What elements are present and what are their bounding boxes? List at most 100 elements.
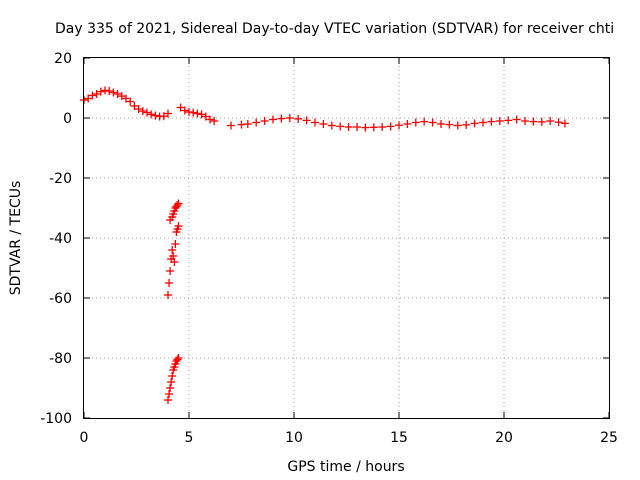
data-point	[529, 117, 538, 126]
data-point	[164, 291, 172, 299]
data-point	[151, 111, 160, 120]
data-point	[252, 118, 261, 127]
data-point	[122, 94, 130, 103]
y-axis-label: SDTVAR / TECUs	[8, 181, 24, 296]
data-point	[269, 115, 277, 124]
data-point	[159, 112, 168, 121]
data-point	[167, 378, 176, 386]
data-point	[453, 121, 462, 130]
data-point	[138, 107, 147, 116]
x-tick-label: 20	[495, 430, 513, 446]
data-point	[174, 222, 183, 230]
data-point	[294, 114, 303, 123]
data-point	[84, 94, 93, 103]
x-axis-label: GPS time / hours	[287, 459, 404, 475]
chart-title: Day 335 of 2021, Sidereal Day-to-day VTE…	[55, 21, 614, 37]
y-tick-label: -100	[40, 411, 72, 427]
data-point	[173, 201, 182, 209]
data-point	[302, 116, 311, 125]
y-tick-label: -80	[49, 351, 72, 367]
data-point	[403, 120, 412, 128]
data-point	[168, 372, 177, 380]
y-tick-label: -20	[49, 171, 72, 187]
data-point	[92, 90, 101, 98]
data-point	[193, 109, 202, 118]
data-point	[165, 390, 174, 398]
data-point	[512, 115, 521, 124]
data-point	[109, 88, 118, 97]
data-point	[166, 384, 175, 392]
data-point	[170, 258, 179, 266]
data-point	[504, 116, 513, 125]
data-point	[470, 119, 479, 128]
data-point	[395, 121, 403, 130]
x-tick-label: 25	[600, 430, 618, 446]
data-point	[88, 91, 97, 100]
data-point	[521, 117, 529, 125]
data-point	[537, 117, 546, 126]
data-point	[386, 122, 395, 131]
y-tick-label: 20	[54, 51, 72, 67]
data-point	[117, 92, 126, 101]
data-point	[353, 123, 361, 131]
data-point	[134, 105, 143, 113]
axis-ticks: 0 5 10 15 20 25 -100 -80 -60 -40 -20 0 20	[40, 51, 618, 446]
data-point	[428, 118, 437, 127]
y-tick-label: -60	[49, 291, 72, 307]
grid-lines	[84, 58, 609, 418]
data-point	[462, 120, 471, 129]
data-point	[487, 117, 496, 126]
data-point	[96, 87, 105, 96]
data-point	[546, 117, 555, 125]
data-point	[201, 112, 210, 121]
data-point	[285, 114, 294, 122]
x-tick-label: 10	[285, 430, 303, 446]
data-point	[243, 120, 252, 128]
data-point	[206, 115, 214, 124]
data-point	[311, 118, 319, 127]
data-point	[147, 110, 156, 119]
data-point	[165, 279, 174, 287]
x-tick-label: 0	[80, 430, 89, 446]
data-point	[174, 199, 183, 208]
plot-frame	[83, 57, 610, 419]
data-point	[164, 396, 172, 404]
data-point	[169, 252, 178, 260]
y-tick-label: -40	[49, 231, 72, 247]
data-point	[319, 120, 328, 128]
data-point	[479, 118, 487, 127]
data-point	[437, 120, 445, 128]
data-point	[344, 123, 353, 131]
data-point	[189, 108, 198, 117]
data-point	[411, 118, 420, 127]
data-point	[176, 103, 185, 112]
data-point	[130, 102, 139, 110]
data-point	[445, 120, 454, 129]
data-point	[197, 110, 206, 119]
data-points	[80, 86, 569, 404]
data-point	[113, 90, 122, 98]
data-point	[369, 123, 378, 132]
data-point	[560, 119, 569, 128]
data-point	[260, 117, 269, 125]
data-point	[143, 108, 151, 117]
data-point	[227, 121, 235, 130]
data-point	[277, 114, 286, 123]
data-point	[336, 122, 345, 131]
data-point	[126, 97, 135, 106]
data-point	[174, 354, 183, 362]
data-point	[327, 121, 336, 130]
data-point	[168, 246, 177, 254]
data-point	[166, 267, 175, 275]
data-point	[105, 87, 114, 95]
data-point	[378, 123, 387, 131]
data-point	[361, 123, 370, 132]
data-point	[171, 240, 180, 248]
data-point	[210, 117, 219, 125]
data-point	[180, 106, 189, 115]
x-tick-label: 15	[390, 430, 408, 446]
data-point	[420, 117, 429, 126]
y-tick-label: 0	[63, 111, 72, 127]
data-point	[173, 355, 182, 364]
